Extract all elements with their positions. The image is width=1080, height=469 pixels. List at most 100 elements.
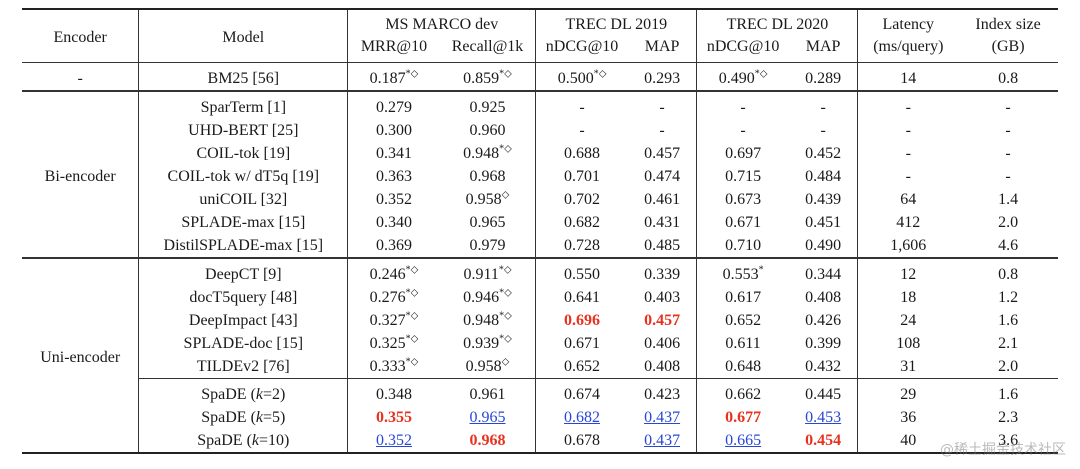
cell-value: 0.454: [805, 431, 842, 449]
cell-mrr: 0.325*◇: [347, 332, 440, 355]
cell-lat: 64: [857, 188, 959, 211]
header-latency: Latency: [857, 9, 959, 36]
header-mrr: MRR@10: [347, 36, 440, 63]
cell-value: 0.431: [644, 213, 681, 231]
cell-value: 2.0: [998, 357, 1019, 375]
cell-value: 0.979: [469, 236, 506, 254]
cell-recall: 0.958◇: [440, 188, 536, 211]
cell-lat: 412: [857, 211, 959, 234]
cell-lat: 18: [857, 286, 959, 309]
cell-recall: 0.939*◇: [440, 332, 536, 355]
cell-mrr: 0.187*◇: [347, 62, 440, 91]
cell-value: 108: [896, 334, 921, 352]
cell-value: -: [579, 121, 585, 139]
cell-value: -: [1005, 144, 1011, 162]
cell-value: 36: [900, 408, 917, 426]
cell-value: 0.300: [375, 121, 412, 139]
cell-m19: 0.431: [628, 211, 697, 234]
header-map20: MAP: [805, 38, 841, 55]
cell-value: 3.6: [998, 431, 1019, 449]
model-param-k: k: [255, 385, 264, 403]
cell-value: 0.352: [375, 431, 412, 449]
cell-value: 0.925: [469, 98, 506, 116]
cell-value: 0.490: [718, 69, 755, 87]
cell-value: -: [1005, 121, 1011, 139]
model-name-part: SpaDE (: [201, 408, 256, 426]
cell-value: 0.641: [564, 288, 601, 306]
model-name-part: SpaDE (: [201, 385, 256, 403]
cell-n20: 0.648: [696, 355, 789, 379]
cell-idx: -: [958, 90, 1058, 119]
cell-recall: 0.958◇: [440, 355, 536, 379]
cell-n20: 0.677: [696, 406, 789, 429]
cell-value: -: [905, 121, 911, 139]
cell-value: 0.673: [725, 190, 762, 208]
cell-value: 0.355: [375, 408, 412, 426]
cell-m20: 0.426: [789, 309, 858, 332]
cell-value: 0.702: [564, 190, 601, 208]
model-name: TILDEv2 [76]: [138, 355, 348, 379]
significance-marker: *◇: [499, 310, 512, 322]
table-row: DeepImpact [43] 0.327*◇ 0.948*◇ 0.696 0.457 0…: [22, 309, 1058, 332]
cell-value: 0.939: [463, 334, 500, 352]
cell-recall: 0.968: [440, 429, 536, 453]
cell-value: 0.696: [564, 311, 601, 329]
cell-value: 0.187: [369, 69, 406, 87]
cell-n20: 0.553*: [696, 257, 789, 286]
model-name: UHD-BERT [25]: [138, 119, 348, 142]
cell-value: 0.457: [644, 311, 681, 329]
cell-value: 0.432: [805, 357, 842, 375]
model-name: SpaDE (k=5): [138, 406, 348, 429]
model-name: DeepImpact [43]: [138, 309, 348, 332]
cell-m19: -: [628, 119, 697, 142]
cell-lat: -: [857, 90, 959, 119]
cell-value: 0.453: [805, 408, 842, 426]
cell-idx: 1.4: [958, 188, 1058, 211]
cell-idx: 0.8: [958, 62, 1058, 91]
cell-value: -: [820, 121, 826, 139]
cell-value: 412: [896, 213, 921, 231]
cell-value: 0.276: [369, 288, 406, 306]
table-row: SPLADE-max [15] 0.340 0.965 0.682 0.431 0.671…: [22, 211, 1058, 234]
cell-n20: 0.490*◇: [696, 62, 789, 91]
cell-n20: 0.715: [696, 165, 789, 188]
results-table: Encoder Model MS MARCO dev TREC DL 2019 …: [22, 8, 1058, 454]
encoder-group-uni: Uni-encoder: [22, 257, 139, 453]
cell-value: 0.293: [644, 69, 681, 87]
significance-marker: ◇: [501, 189, 510, 201]
cell-lat: 36: [857, 406, 959, 429]
encoder-group-baseline: -: [22, 62, 139, 91]
cell-m20: 0.408: [789, 286, 858, 309]
cell-value: 0.948: [463, 311, 500, 329]
cell-n20: 0.671: [696, 211, 789, 234]
cell-mrr: 0.246*◇: [347, 257, 440, 286]
significance-marker: *◇: [405, 356, 419, 368]
header-encoder: Encoder: [53, 29, 107, 46]
cell-recall: 0.979: [440, 234, 536, 258]
cell-mrr: 0.352: [347, 188, 440, 211]
cell-m19: 0.457: [628, 142, 697, 165]
cell-value: 2.0: [998, 213, 1019, 231]
cell-recall: 0.968: [440, 165, 536, 188]
cell-value: 1,606: [890, 236, 927, 254]
cell-n19: 0.728: [535, 234, 628, 258]
cell-mrr: 0.348: [347, 378, 440, 406]
cell-lat: -: [857, 165, 959, 188]
cell-value: 0.423: [644, 385, 681, 403]
cell-value: 0.701: [564, 167, 601, 185]
cell-n20: 0.611: [696, 332, 789, 355]
cell-value: 0.674: [564, 385, 601, 403]
cell-value: 0.289: [805, 69, 842, 87]
significance-marker: *◇: [405, 264, 419, 276]
cell-value: 0.617: [725, 288, 762, 306]
model-name: COIL-tok w/ dT5q [19]: [138, 165, 348, 188]
cell-value: 0.671: [725, 213, 762, 231]
cell-value: 0.710: [725, 236, 762, 254]
cell-value: 0.325: [369, 334, 406, 352]
cell-mrr: 0.363: [347, 165, 440, 188]
cell-lat: -: [857, 142, 959, 165]
cell-value: 0.457: [644, 144, 681, 162]
model-param-k: k: [251, 431, 260, 449]
cell-lat: 1,606: [857, 234, 959, 258]
cell-mrr: 0.369: [347, 234, 440, 258]
